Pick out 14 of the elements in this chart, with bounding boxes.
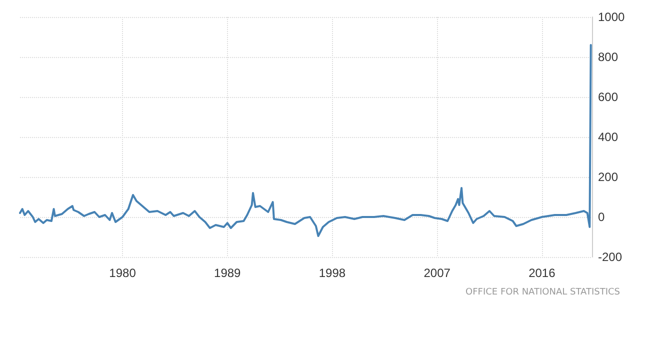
- x-tick-label: 2007: [424, 266, 451, 280]
- y-tick-label: -200: [598, 250, 622, 264]
- y-tick-label: 200: [598, 170, 618, 184]
- line-series: [19, 44, 592, 237]
- x-tick-label: 1989: [214, 266, 242, 280]
- y-tick-label: 1000: [598, 10, 626, 24]
- y-tick-label: 400: [598, 130, 618, 144]
- x-tick-label: 1980: [109, 266, 136, 280]
- text: OFFICE FOR NATIONAL STATISTICS: [466, 288, 620, 298]
- x-tick-label: 2016: [528, 266, 556, 280]
- y-tick-label: 600: [598, 90, 618, 104]
- y-tick-label: 0: [598, 210, 605, 224]
- y-tick-label: 800: [598, 50, 618, 64]
- x-tick-label: 1998: [318, 266, 346, 280]
